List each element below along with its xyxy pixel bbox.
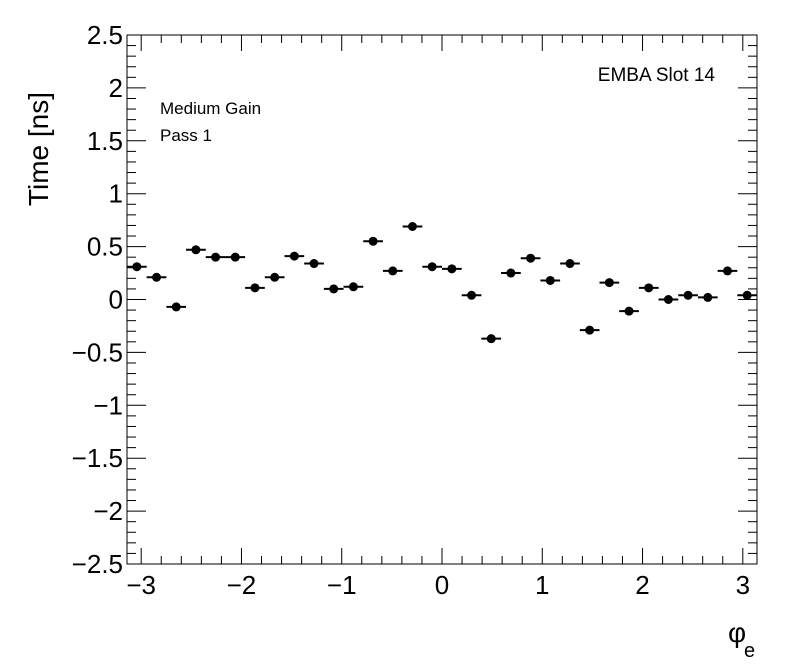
data-marker [368, 236, 378, 246]
data-marker [250, 283, 260, 293]
x-tick-label: −2 [227, 570, 257, 600]
y-tick-label: −2 [93, 496, 123, 526]
data-point [579, 325, 600, 335]
y-tick-label: 0 [109, 285, 123, 315]
axis-ticks [127, 34, 757, 565]
data-marker [624, 306, 634, 316]
data-point [501, 268, 521, 278]
data-marker [722, 266, 732, 276]
tick-labels: −3 −2 −1 0 1 2 3 −2.5 −2 −1.5 −1 −0.5 0 0.5 1 1.5 2 2.5 [72, 20, 750, 600]
data-marker [506, 268, 516, 278]
x-tick-label: 3 [736, 570, 750, 600]
data-marker [427, 262, 437, 272]
data-point [264, 272, 285, 282]
data-marker [152, 272, 162, 282]
data-points [127, 221, 757, 344]
data-point [422, 262, 442, 272]
data-point [146, 272, 167, 282]
data-marker [565, 259, 575, 269]
data-point [382, 266, 403, 276]
data-point [697, 292, 718, 302]
data-point [304, 259, 324, 269]
x-axis-title-subscript: e [744, 640, 755, 662]
x-axis-title: φ [728, 617, 746, 648]
data-marker [486, 334, 496, 344]
data-point [560, 259, 580, 269]
y-tick-label: 1 [109, 179, 123, 209]
data-marker [644, 283, 654, 293]
y-tick-label: 2.5 [87, 20, 123, 50]
data-point [619, 306, 639, 316]
data-point [225, 252, 246, 262]
data-point [166, 302, 187, 312]
data-point [599, 278, 620, 288]
data-point [323, 284, 344, 294]
data-marker [132, 262, 142, 272]
slot-label: EMBA Slot 14 [598, 65, 716, 86]
data-point [245, 283, 265, 293]
data-marker [309, 259, 319, 269]
data-marker [329, 284, 339, 294]
data-point [717, 266, 738, 276]
data-marker [467, 290, 477, 300]
data-marker [545, 275, 555, 285]
data-point [737, 290, 757, 300]
data-marker [191, 245, 201, 255]
data-marker [585, 325, 595, 335]
data-point [205, 252, 226, 262]
y-tick-label: 2 [109, 73, 123, 103]
data-point [638, 283, 659, 293]
data-point [186, 245, 206, 255]
pass-label: Pass 1 [160, 126, 212, 145]
x-tick-label: 0 [435, 570, 449, 600]
x-tick-label: 2 [635, 570, 649, 600]
y-axis-title: Time [ns] [23, 92, 54, 206]
y-tick-label: −2.5 [72, 549, 123, 579]
data-point [284, 251, 305, 261]
data-marker [171, 302, 181, 312]
x-tick-label: −3 [126, 570, 156, 600]
y-tick-label: −1 [93, 390, 123, 420]
data-point [461, 290, 482, 300]
data-marker [663, 295, 673, 304]
data-marker [683, 290, 693, 300]
data-point [658, 295, 679, 304]
data-marker [388, 266, 398, 276]
data-marker [348, 282, 358, 292]
data-marker [230, 252, 240, 262]
data-marker [604, 278, 614, 288]
data-marker [703, 292, 713, 302]
data-marker [742, 290, 752, 300]
data-point [363, 236, 383, 246]
x-tick-label: 1 [535, 570, 549, 600]
data-point [442, 264, 462, 274]
gain-label: Medium Gain [160, 99, 261, 118]
data-marker [407, 221, 417, 231]
data-marker [270, 272, 280, 282]
data-point [343, 282, 364, 292]
y-tick-label: 0.5 [87, 232, 123, 262]
data-point [402, 221, 423, 231]
data-marker [289, 251, 299, 261]
data-marker [526, 253, 536, 263]
data-marker [447, 264, 457, 274]
data-point [481, 334, 502, 344]
data-point [540, 275, 561, 285]
data-point [520, 253, 541, 263]
data-marker [211, 252, 221, 262]
data-point [678, 290, 698, 300]
x-tick-label: −1 [327, 570, 357, 600]
y-tick-label: 1.5 [87, 126, 123, 156]
data-point [127, 262, 147, 272]
y-tick-label: −1.5 [72, 443, 123, 473]
y-tick-label: −0.5 [72, 337, 123, 367]
